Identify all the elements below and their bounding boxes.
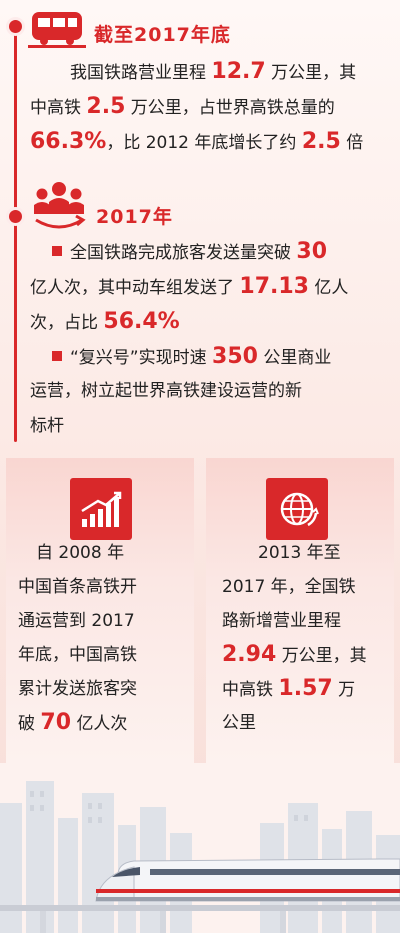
section1-line3: 66.3%，比 2012 年底增长了约 2.5 倍 — [30, 129, 364, 154]
timeline-dot-middle — [9, 210, 22, 223]
card-right: 2013 年至 2017 年，全国铁 路新增营业里程 2.94 万公里，其 中高… — [206, 458, 394, 763]
card-left: 自 2008 年 中国首条高铁开 通运营到 2017 年底，中国高铁 累计发送旅… — [6, 458, 194, 763]
section2-bullet1-line1: 全国铁路完成旅客发送量突破 30 — [52, 234, 397, 271]
card-left-line3: 通运营到 2017 — [18, 611, 135, 631]
card-left-line2: 中国首条高铁开 — [18, 577, 137, 597]
card-left-line1: 自 2008 年 — [36, 543, 125, 563]
timeline-dot-top — [9, 20, 22, 33]
card-right-line5: 中高铁 1.57 万 — [222, 676, 356, 701]
bullet-square — [52, 351, 62, 361]
globe-icon — [266, 478, 328, 540]
people-icon — [30, 180, 88, 232]
card-right-line6: 公里 — [222, 713, 256, 733]
section2-bullet2-line3: 标杆 — [30, 416, 64, 436]
card-right-line1: 2013 年至 — [258, 543, 341, 563]
card-right-line3: 路新增营业里程 — [222, 611, 341, 631]
section2-bullet1-line2: 亿人次，其中动车组发送了 17.13 亿人 — [30, 274, 349, 299]
city-train-illustration — [0, 763, 400, 933]
section1-line1: 我国铁路营业里程 12.7 万公里，其 — [70, 59, 357, 84]
high-speed-train — [95, 858, 400, 902]
bullet-square — [52, 246, 62, 256]
section2-bullet2-line1: “复兴号”实现时速 350 公里商业 — [52, 339, 397, 376]
section2-bullet2-line2: 运营，树立起世界高铁建设运营的新 — [30, 381, 302, 401]
section1-line2: 中高铁 2.5 万公里，占世界高铁总量的 — [30, 94, 335, 119]
section-title-2017-end: 截至2017年底 — [94, 24, 231, 46]
card-right-line2: 2017 年，全国铁 — [222, 577, 356, 597]
card-left-line6: 破 70 亿人次 — [18, 710, 128, 735]
card-right-line4: 2.94 万公里，其 — [222, 642, 367, 667]
card-left-line4: 年底，中国高铁 — [18, 645, 137, 665]
timeline-line — [14, 22, 17, 442]
card-left-line5: 累计发送旅客突 — [18, 679, 137, 699]
section-title-2017: 2017年 — [96, 206, 173, 228]
train-icon — [28, 8, 86, 48]
growth-chart-icon — [70, 478, 132, 540]
section2-bullet1-line3: 次，占比 56.4% — [30, 309, 180, 334]
